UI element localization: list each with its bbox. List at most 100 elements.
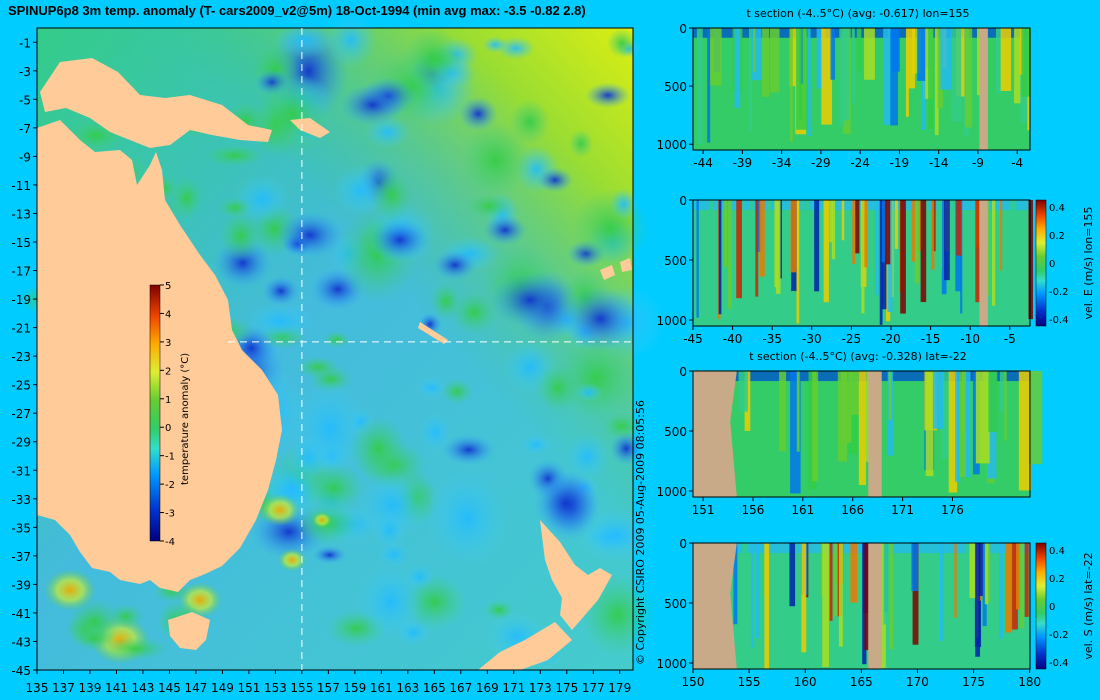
map-y-tick-label: -3 — [19, 65, 31, 79]
map-x-tick-label: 177 — [582, 681, 605, 695]
map-x-tick-label: 175 — [555, 681, 578, 695]
map-x-tick-label: 155 — [290, 681, 313, 695]
colorbar-tick-label: 4 — [165, 309, 171, 320]
warm-eddy — [312, 512, 332, 528]
colorbar-tick-label: 2 — [165, 366, 171, 377]
map-x-tick-labels: 135 137 139 141 143 145 147 149 151 153 155 157 159 1… — [26, 670, 631, 695]
map-y-tick-label: -25 — [11, 379, 31, 393]
map-y-tick-label: -13 — [11, 207, 31, 221]
warm-eddy — [278, 548, 306, 572]
map-y-tick-label: -7 — [19, 122, 31, 136]
map-x-tick-label: 167 — [449, 681, 472, 695]
eddy — [441, 378, 473, 405]
warm-eddy — [44, 569, 96, 611]
map-y-tick-label: -43 — [11, 635, 31, 649]
map-x-tick-label: 145 — [158, 681, 181, 695]
map-x-tick-label: 173 — [529, 681, 552, 695]
eddy — [273, 23, 335, 59]
map-x-tick-label: 137 — [52, 681, 75, 695]
cold-eddy — [433, 249, 477, 281]
eddy — [609, 188, 638, 220]
map-y-tick-label: -39 — [11, 578, 31, 592]
map-x-tick-label: 143 — [132, 681, 155, 695]
tasmania-land — [168, 612, 210, 650]
colorbar-tick-label: -4 — [165, 537, 175, 548]
cold-eddy — [483, 214, 527, 246]
map-y-tick-label: -29 — [11, 436, 31, 450]
eddy — [568, 129, 594, 158]
map-y-tick-label: -31 — [11, 464, 31, 478]
map-x-tick-label: 171 — [502, 681, 525, 695]
map-y-tick-label: -5 — [19, 93, 31, 107]
new-caledonia-land — [418, 322, 448, 344]
map-y-tick-label: -17 — [11, 265, 31, 279]
colorbar-tick-label: 5 — [165, 281, 171, 292]
eddy — [322, 331, 351, 348]
eddy — [219, 210, 263, 261]
eddy — [562, 286, 639, 352]
map-y-tick-label: -27 — [11, 407, 31, 421]
ocean-eddies — [19, 12, 665, 669]
eddy — [484, 599, 514, 620]
eddy — [357, 562, 424, 641]
map-y-tick-label: -21 — [11, 322, 31, 336]
eddy — [312, 545, 347, 564]
eddy — [370, 168, 413, 222]
map-y-tick-label: -19 — [11, 293, 31, 307]
eddy — [609, 431, 643, 466]
eddy — [415, 376, 447, 399]
colorbar-tick-labels: 5 4 3 2 1 0 -1 -2 -3 -4 — [160, 281, 175, 548]
cold-eddy — [490, 272, 570, 328]
eddy — [426, 468, 509, 568]
cold-eddy — [370, 219, 430, 261]
eddy — [571, 188, 649, 268]
map-y-tick-label: -11 — [11, 179, 31, 193]
eddy — [450, 290, 498, 335]
copyright-note: © Copyright CSIRO 2009 05-Aug-2009 08:05… — [634, 400, 647, 665]
eddy — [254, 71, 330, 157]
map-y-tick-label: -15 — [11, 236, 31, 250]
eddy — [419, 412, 452, 453]
eddy — [458, 96, 498, 132]
eddy — [482, 36, 508, 53]
eddy — [536, 364, 579, 413]
eddy — [574, 383, 604, 402]
map-y-tick-label: -33 — [11, 493, 31, 507]
eddy — [339, 84, 406, 126]
new-guinea-land — [40, 58, 272, 148]
eddy — [466, 193, 513, 219]
map-y-tick-label: -45 — [11, 664, 31, 678]
map-x-tick-label: 139 — [79, 681, 102, 695]
map-x-tick-label: 169 — [476, 681, 499, 695]
map-x-tick-label: 157 — [317, 681, 340, 695]
eddy — [576, 507, 657, 563]
coastal-eddy — [103, 636, 168, 661]
new-zealand-south-land — [478, 622, 572, 670]
map-x-tick-label: 141 — [105, 681, 128, 695]
coastal-eddy — [203, 144, 266, 167]
cold-eddy — [537, 167, 573, 193]
map-x-tick-label: 151 — [237, 681, 260, 695]
eddy — [287, 434, 330, 482]
eddy — [262, 275, 300, 307]
map-y-tick-label: -23 — [11, 350, 31, 364]
map-x-tick-label: 135 — [26, 681, 49, 695]
temperature-colorbar: 5 4 3 2 1 0 -1 -2 -3 -4 temperature anomaly (°C) — [149, 281, 191, 548]
new-zealand-north-land — [540, 520, 612, 630]
figure-title: SPINUP6p8 3m temp. anomaly (T- cars2009_… — [8, 3, 586, 18]
eddy — [533, 471, 599, 536]
map-x-tick-label: 161 — [370, 681, 393, 695]
new-britain-land — [290, 118, 330, 138]
eddy — [404, 27, 462, 90]
map-x-tick-label: 159 — [343, 681, 366, 695]
map-x-tick-label: 153 — [264, 681, 287, 695]
eddy — [519, 433, 553, 456]
eddy — [459, 122, 532, 199]
colorbar-tick-label: 0 — [165, 423, 171, 434]
eddy — [372, 510, 407, 550]
colorbar-tick-label: -1 — [165, 452, 175, 463]
eddy — [606, 28, 637, 59]
colorbar-tick-label: 3 — [165, 338, 171, 349]
map-x-tick-label: 149 — [211, 681, 234, 695]
map-y-tick-labels: -1 -3 -5 -7 -9 -11 -13 -15 -17 -19 -21 -23 -25 -27 -29… — [11, 36, 37, 678]
